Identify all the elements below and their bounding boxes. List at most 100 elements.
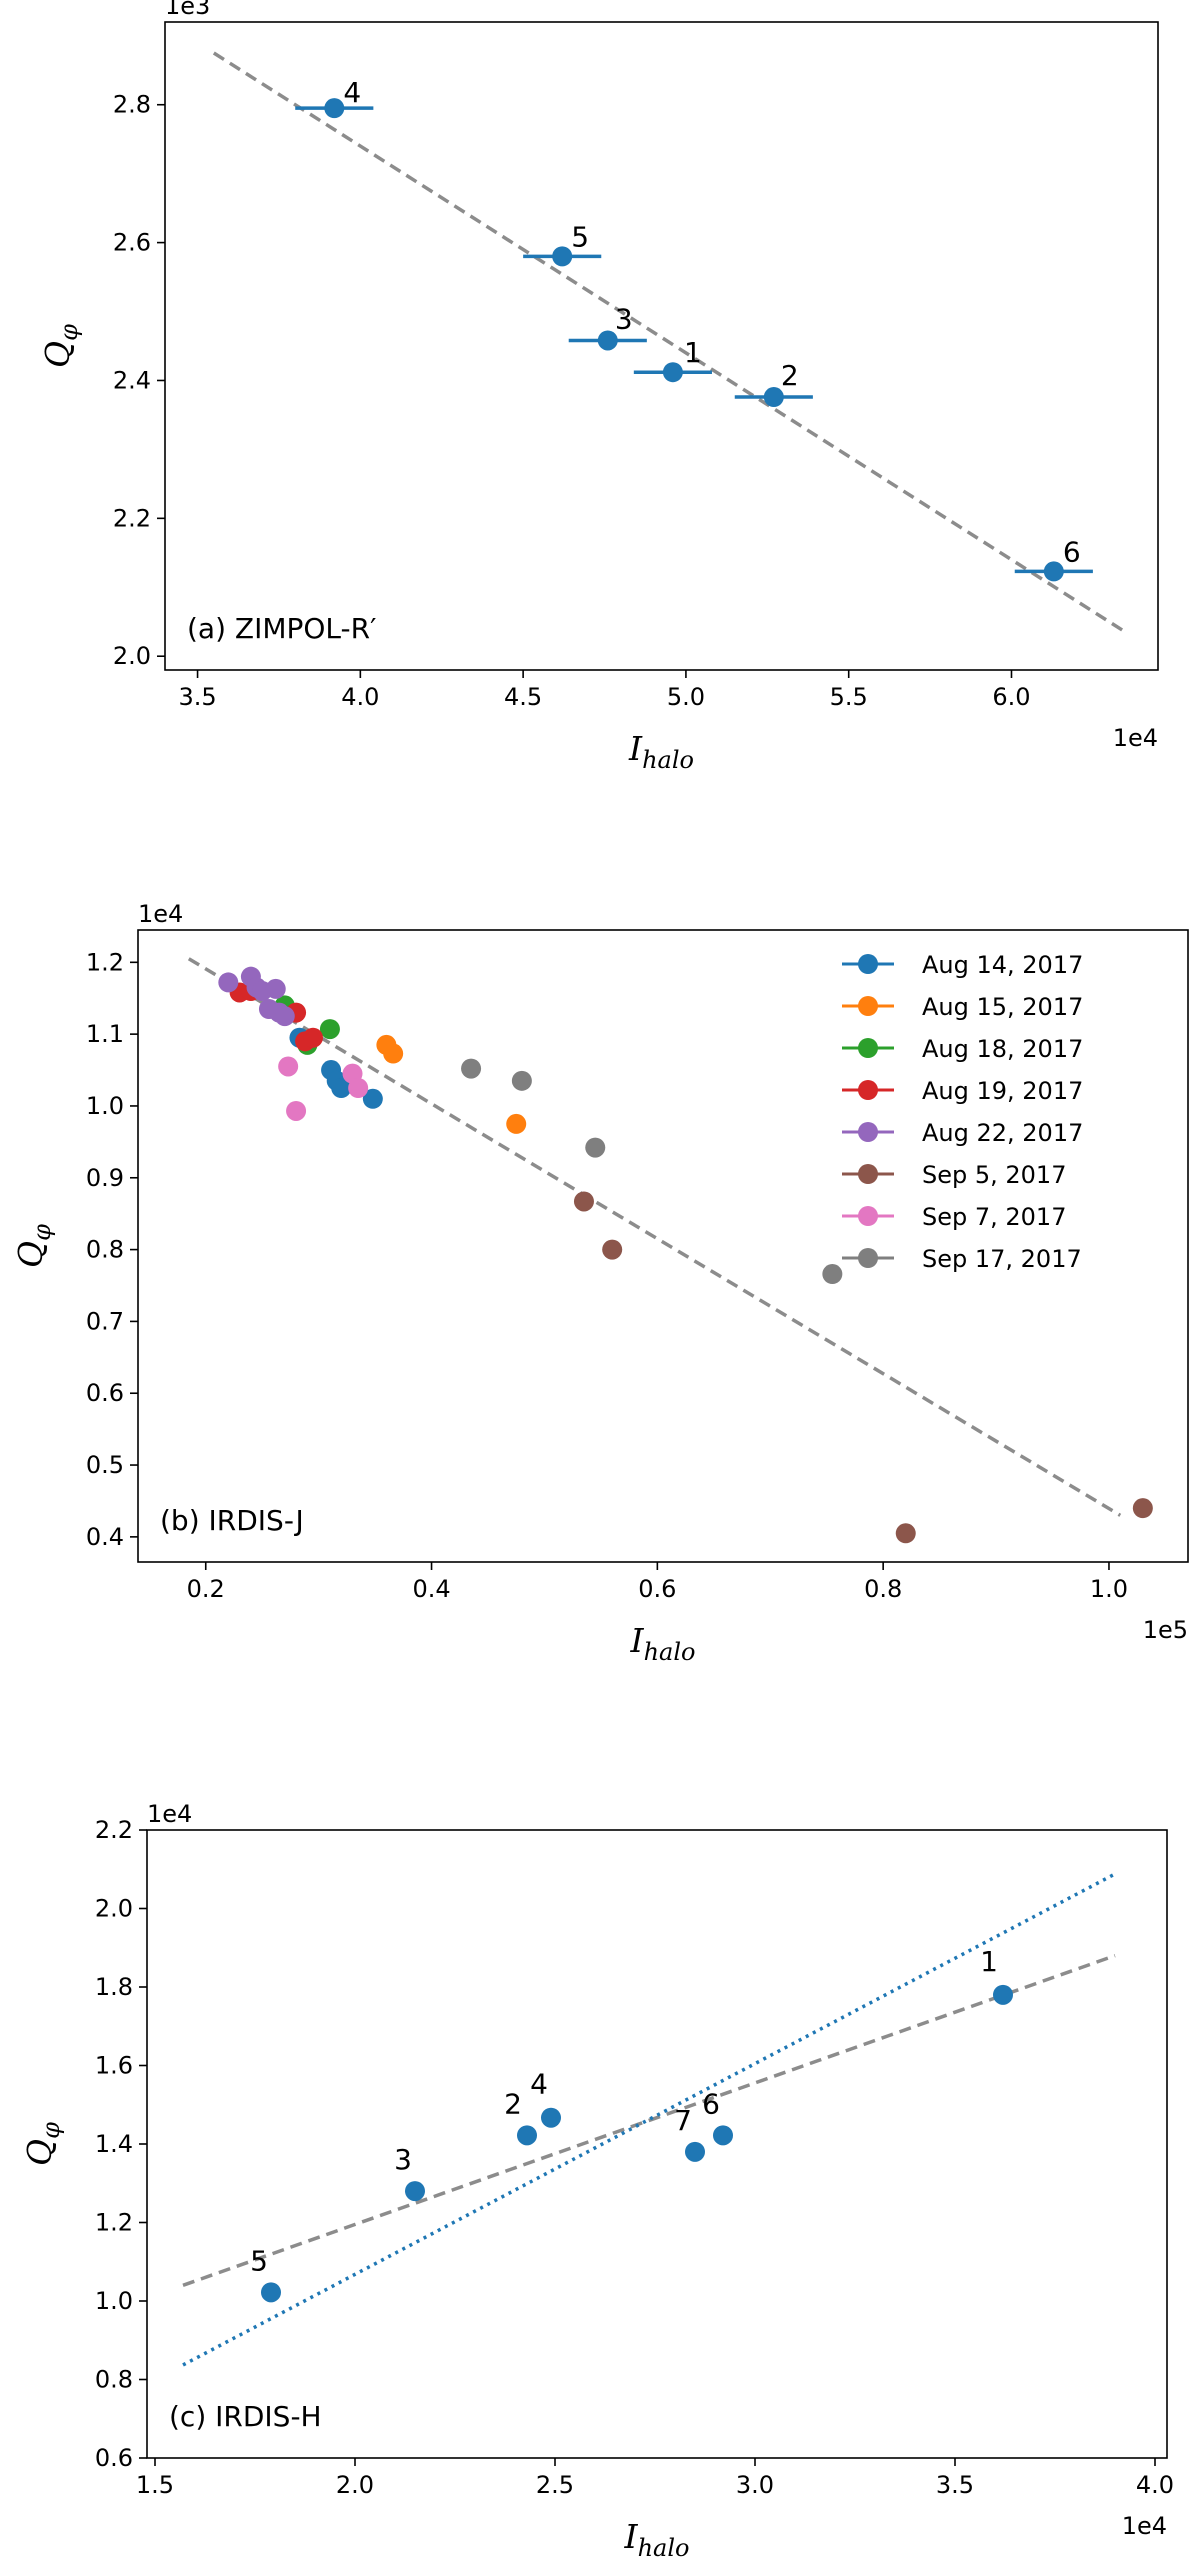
x-axis-label-main: I xyxy=(630,1621,645,1660)
x-tick-label: 0.2 xyxy=(187,1575,225,1603)
panel-label: (b) IRDIS-J xyxy=(160,1504,304,1537)
x-tick-label: 2.5 xyxy=(536,2471,574,2499)
plot-frame xyxy=(164,21,1159,671)
data-point xyxy=(303,1027,323,1048)
y-axis-label-main: Q xyxy=(20,2139,59,2166)
x-tick-label: 0.4 xyxy=(412,1575,450,1603)
data-point xyxy=(993,1984,1013,2005)
point-label: 1 xyxy=(980,1945,998,1978)
y-tick-label: 1.0 xyxy=(86,1092,124,1120)
x-tick-label: 3.5 xyxy=(936,2471,974,2499)
legend-marker xyxy=(858,1206,878,1226)
data-point xyxy=(713,2125,733,2146)
y-tick-label: 0.6 xyxy=(95,2444,133,2472)
point-label: 1 xyxy=(684,336,702,369)
point-label: 6 xyxy=(1063,535,1081,568)
y-axis-label: Qφ xyxy=(20,2122,65,2166)
point-label: 3 xyxy=(615,302,633,335)
x-axis-label-main: I xyxy=(624,2517,639,2556)
y-axis-label-sub: φ xyxy=(37,2122,65,2139)
data-point xyxy=(261,2282,281,2303)
data-point xyxy=(461,1058,482,1079)
y-tick-label: 0.9 xyxy=(86,1164,124,1192)
data-point xyxy=(585,1137,606,1158)
fit-line xyxy=(212,51,1127,634)
panel-label: (c) IRDIS-H xyxy=(169,2400,322,2433)
y-scale-label: 1e3 xyxy=(165,0,210,20)
panel-label: (a) ZIMPOL-R′ xyxy=(187,612,376,645)
x-axis-label-sub: halo xyxy=(642,746,694,774)
data-point xyxy=(286,1100,307,1121)
point-label: 2 xyxy=(504,2087,522,2120)
y-axis-label-sub: φ xyxy=(55,324,83,341)
data-point xyxy=(511,1070,532,1091)
y-tick-label: 2.0 xyxy=(95,1895,133,1923)
data-point xyxy=(602,1239,623,1260)
data-point xyxy=(517,2125,537,2146)
x-axis-label: Ihalo xyxy=(624,2517,690,2562)
data-point xyxy=(662,362,683,383)
x-tick-label: 4.0 xyxy=(341,683,379,711)
point-label: 4 xyxy=(530,2068,548,2101)
x-scale-label: 1e4 xyxy=(1113,724,1158,752)
point-label: 7 xyxy=(674,2104,692,2137)
x-tick-label: 3.5 xyxy=(178,683,216,711)
legend-label: Aug 15, 2017 xyxy=(922,993,1083,1021)
x-tick-label: 0.8 xyxy=(864,1575,902,1603)
data-point xyxy=(506,1113,527,1134)
y-tick-label: 0.6 xyxy=(86,1379,124,1407)
data-point xyxy=(1132,1498,1153,1519)
data-point xyxy=(274,1006,295,1027)
y-axis-label-main: Q xyxy=(38,341,77,368)
legend-marker xyxy=(858,1038,878,1058)
data-point xyxy=(405,2181,425,2202)
y-tick-label: 2.2 xyxy=(113,504,151,532)
y-tick-label: 2.0 xyxy=(113,642,151,670)
chart-panel-c: 5 3 24 7 6 1 (c) IRDIS-H 1.5 2.0 2.5 3.0 3.5 4.0 0.6 0… xyxy=(20,1800,1174,2562)
y-tick-label: 1.4 xyxy=(95,2130,133,2158)
legend-label: Aug 19, 2017 xyxy=(922,1077,1083,1105)
point-label: 5 xyxy=(250,2244,268,2277)
y-tick-label: 0.5 xyxy=(86,1451,124,1479)
y-tick-label: 1.1 xyxy=(86,1020,124,1048)
legend-label: Sep 17, 2017 xyxy=(922,1245,1082,1273)
data-point xyxy=(362,1088,383,1109)
data-point xyxy=(541,2107,561,2128)
y-tick-label: 1.6 xyxy=(95,2052,133,2080)
x-axis-label-sub: halo xyxy=(644,1638,696,1666)
y-axis-label-main: Q xyxy=(11,1241,50,1268)
y-tick-label: 1.0 xyxy=(95,2287,133,2315)
y-tick-label: 0.8 xyxy=(95,2366,133,2394)
x-tick-label: 1.0 xyxy=(1090,1575,1128,1603)
legend-label: Aug 18, 2017 xyxy=(922,1035,1083,1063)
legend-marker xyxy=(858,1080,878,1100)
data-point xyxy=(278,1056,299,1077)
data-point xyxy=(331,1078,352,1098)
legend-marker xyxy=(858,1164,878,1184)
data-point xyxy=(552,246,573,267)
x-tick-label: 1.5 xyxy=(136,2471,174,2499)
chart-panel-b: Aug 14, 2017 Aug 15, 2017 Aug 18, 2017 Aug … xyxy=(11,900,1189,1666)
data-point xyxy=(685,2141,705,2162)
y-tick-label: 1.8 xyxy=(95,1973,133,2001)
x-tick-label: 5.0 xyxy=(667,683,705,711)
y-scale-label: 1e4 xyxy=(138,900,183,928)
y-scale-label: 1e4 xyxy=(147,1800,192,1828)
legend-label: Aug 22, 2017 xyxy=(922,1119,1083,1147)
y-tick-label: 1.2 xyxy=(95,2209,133,2237)
y-axis-label: Qφ xyxy=(11,1224,56,1268)
legend-marker xyxy=(858,1122,878,1142)
y-tick-label: 0.7 xyxy=(86,1307,124,1335)
x-tick-label: 3.0 xyxy=(736,2471,774,2499)
plot-frame xyxy=(146,1829,1168,2459)
y-axis-label-sub: φ xyxy=(28,1224,56,1241)
legend-label: Sep 5, 2017 xyxy=(922,1161,1066,1189)
x-tick-label: 6.0 xyxy=(992,683,1030,711)
plot-frame xyxy=(137,929,1189,1563)
point-label: 5 xyxy=(571,220,589,253)
x-tick-label: 4.5 xyxy=(504,683,542,711)
data-point xyxy=(319,1019,340,1040)
x-axis-label: Ihalo xyxy=(630,1621,696,1666)
point-label: 3 xyxy=(394,2143,412,2176)
